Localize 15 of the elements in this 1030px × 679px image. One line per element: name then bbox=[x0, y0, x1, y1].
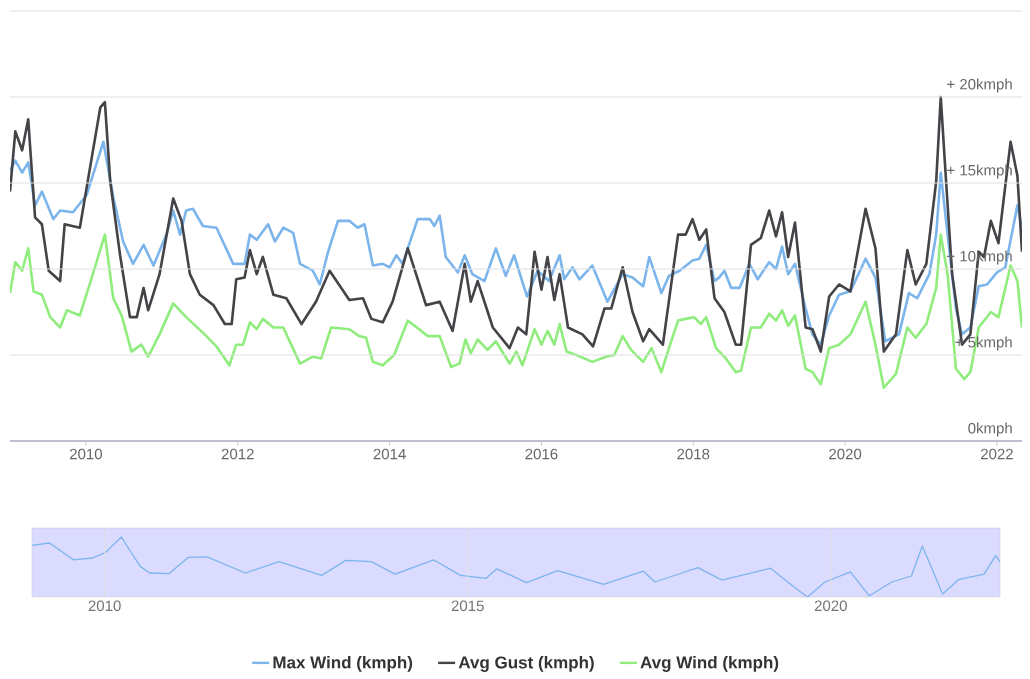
x-tick-label: 2018 bbox=[677, 448, 710, 460]
y-tick-label: 0kmph bbox=[968, 422, 1012, 437]
x-tick-label: 2022 bbox=[981, 448, 1013, 460]
x-tick-label: 2010 bbox=[88, 600, 121, 612]
legend-label: Avg Wind (kmph) bbox=[640, 655, 779, 672]
x-tick-label: 2015 bbox=[451, 600, 484, 612]
x-tick-label: 2020 bbox=[814, 600, 847, 612]
x-tick-label: 2016 bbox=[525, 448, 558, 460]
x-tick-label: 2010 bbox=[69, 448, 102, 460]
x-tick-label: 2012 bbox=[221, 448, 254, 460]
legend-label: Max Wind (kmph) bbox=[273, 655, 413, 672]
x-tick-label: 2020 bbox=[829, 448, 862, 460]
x-tick-label: 2014 bbox=[373, 448, 406, 460]
legend-label: Avg Gust (kmph) bbox=[458, 655, 594, 672]
y-tick-label: + 20kmph bbox=[947, 78, 1012, 93]
